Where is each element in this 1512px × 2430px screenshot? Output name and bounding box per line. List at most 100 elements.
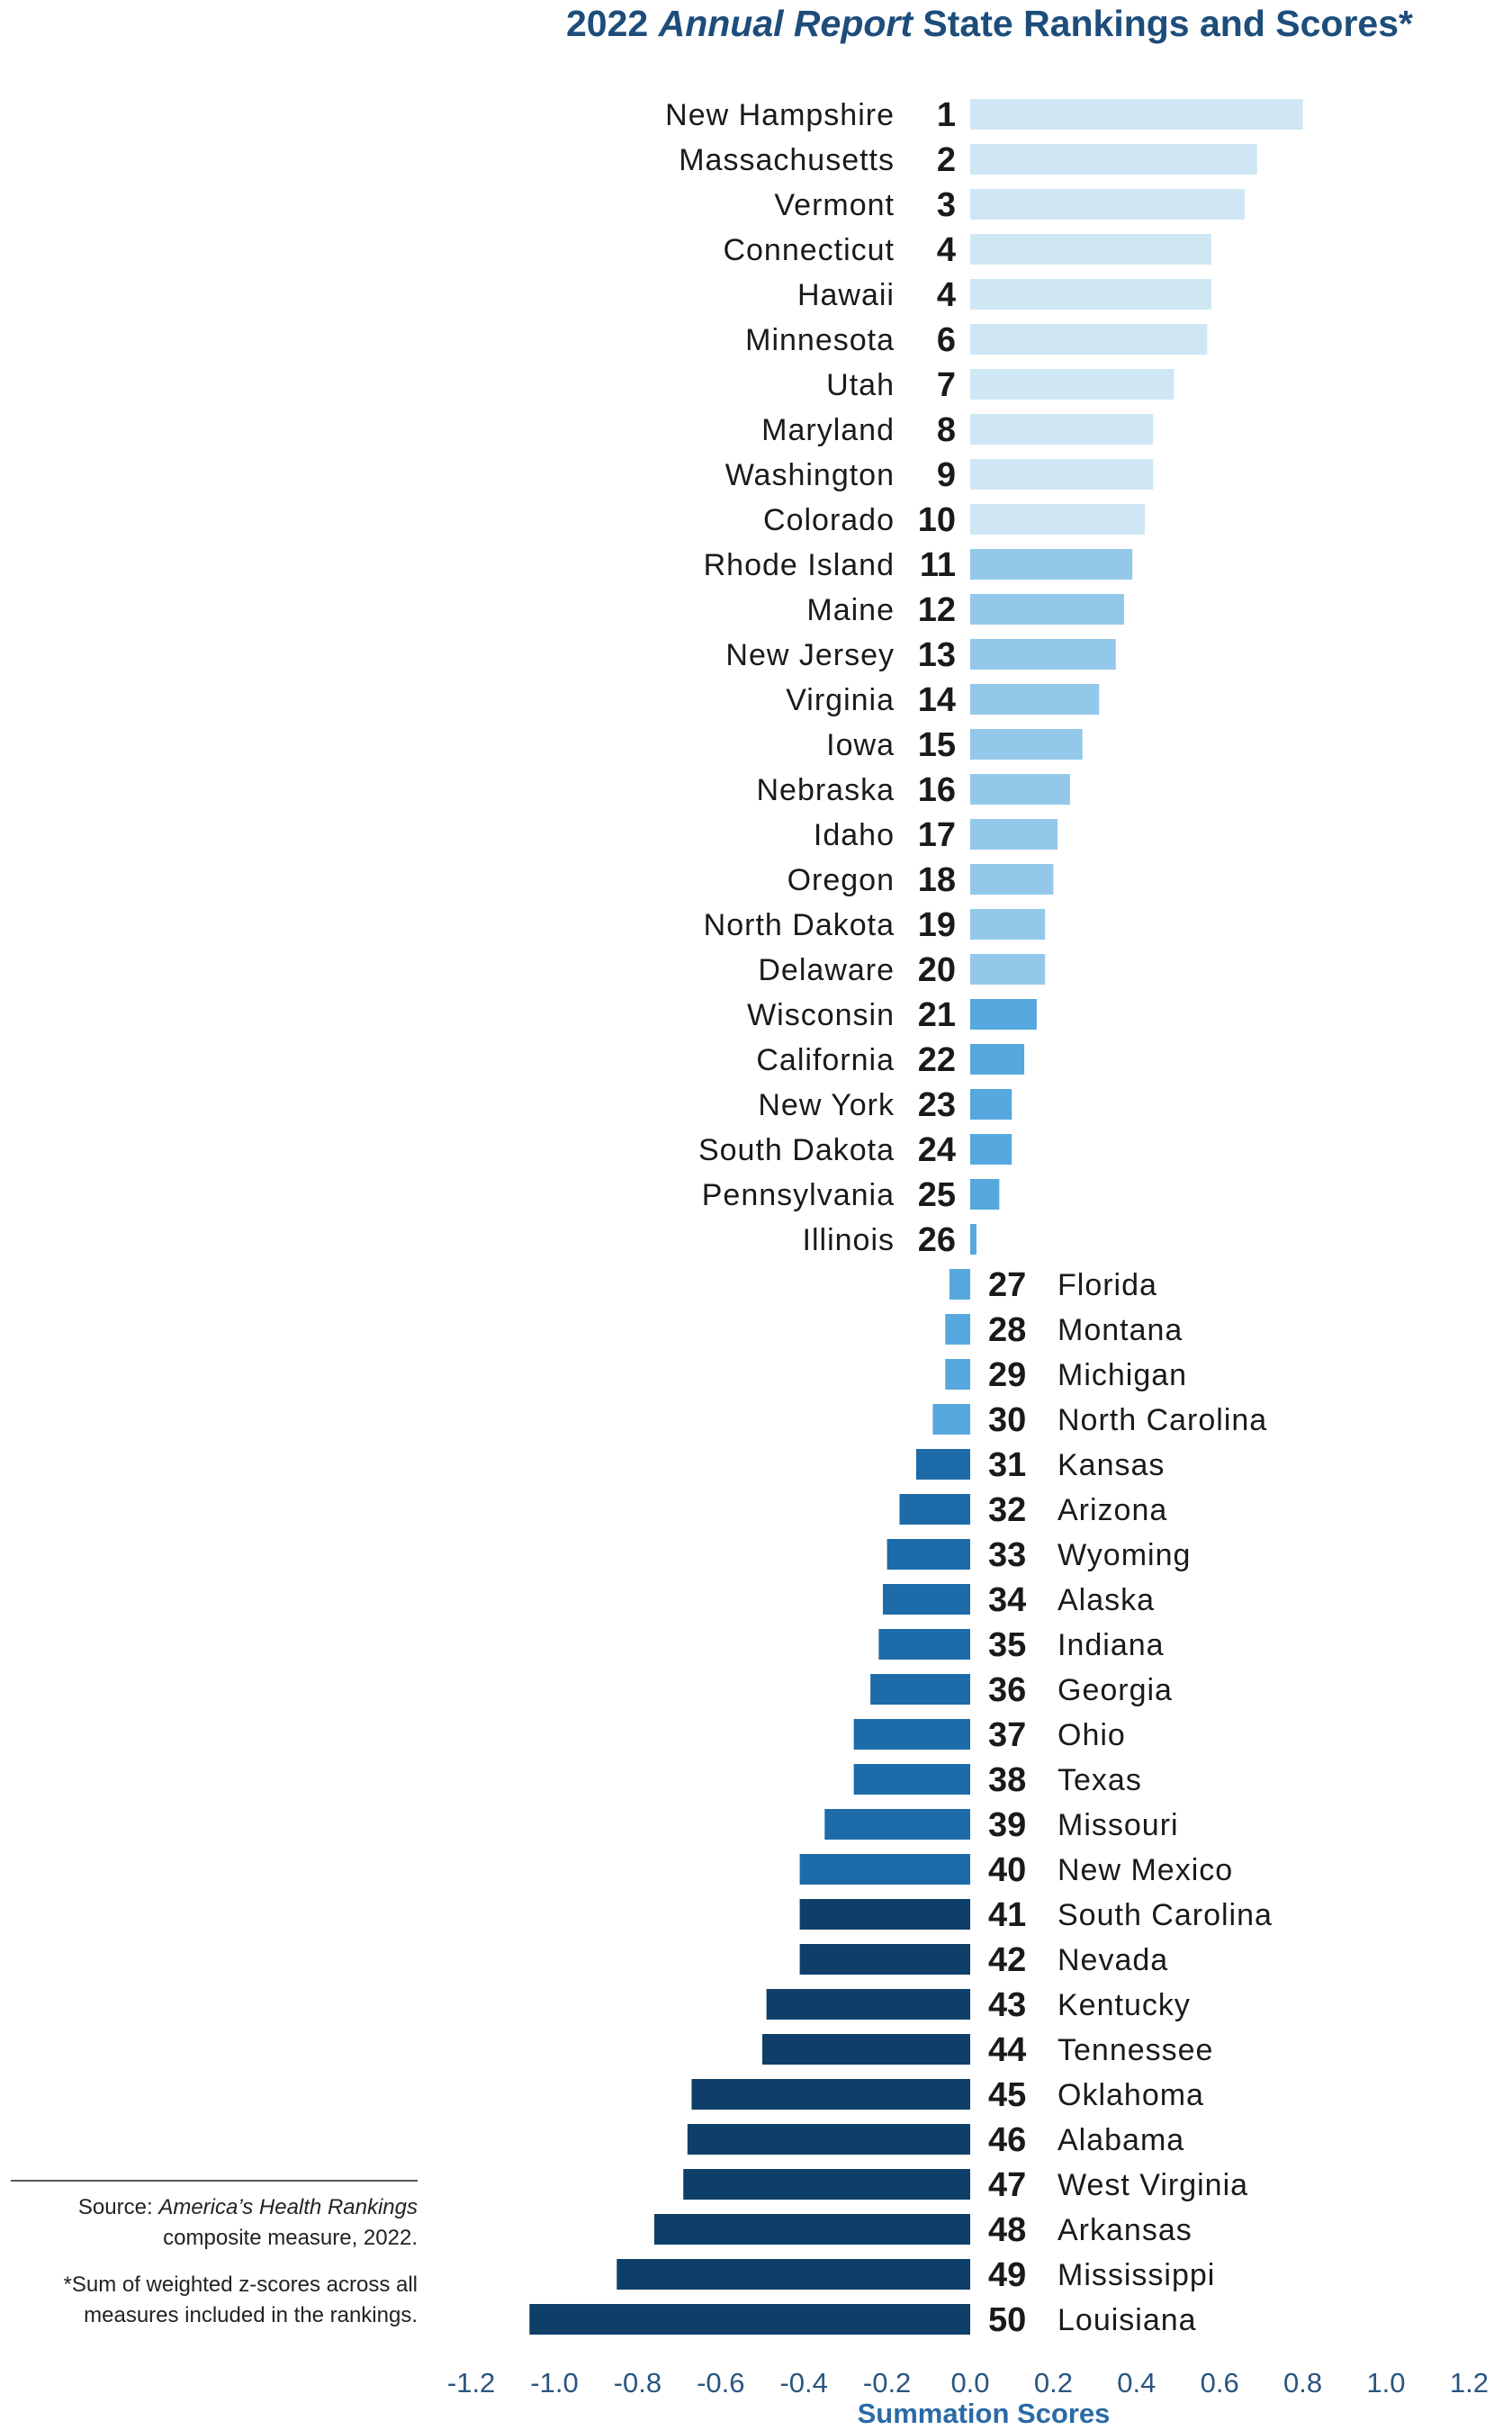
state-label: Iowa (826, 728, 895, 762)
bar-arizona (899, 1494, 970, 1525)
state-label: Louisiana (1058, 2303, 1197, 2337)
x-tick-label: 0.6 (1201, 2367, 1239, 2398)
state-label: Oklahoma (1058, 2078, 1204, 2112)
bar-delaware (970, 954, 1046, 985)
rank-label: 2 (937, 141, 956, 179)
bar-south-carolina (799, 1899, 970, 1930)
bar-washington (970, 459, 1154, 490)
state-label: Hawaii (797, 278, 895, 312)
rank-label: 43 (988, 1986, 1026, 2024)
rank-label: 12 (918, 591, 956, 629)
state-label: South Dakota (698, 1133, 895, 1167)
state-label: North Carolina (1058, 1403, 1267, 1437)
bar-oregon (970, 864, 1054, 895)
rank-label: 1 (937, 96, 956, 134)
rank-label: 31 (988, 1446, 1026, 1484)
state-label: Idaho (814, 818, 895, 852)
bar-north-carolina (932, 1404, 970, 1435)
bar-vermont (970, 189, 1245, 220)
rank-label: 21 (918, 996, 956, 1034)
bar-west-virginia (683, 2169, 970, 2200)
rank-label: 22 (918, 1041, 956, 1079)
state-label: Colorado (763, 503, 895, 537)
x-axis-label: Summation Scores (858, 2398, 1111, 2429)
state-label: Alaska (1058, 1583, 1155, 1617)
rank-label: 44 (988, 2031, 1026, 2069)
footnote: *Sum of weighted z-scores across all mea… (11, 2270, 418, 2331)
rank-label: 7 (937, 366, 956, 404)
state-label: Montana (1058, 1313, 1183, 1347)
x-tick-label: -0.2 (863, 2367, 911, 2398)
state-label: Connecticut (723, 233, 895, 267)
bar-new-york (970, 1089, 1012, 1120)
rank-label: 45 (988, 2076, 1026, 2114)
rank-label: 26 (918, 1221, 956, 1259)
source-note: Source: America’s Health Rankings compos… (11, 2192, 418, 2254)
bar-mississippi (616, 2259, 970, 2290)
rank-label: 25 (918, 1176, 956, 1214)
rank-label: 4 (937, 231, 956, 269)
bar-connecticut (970, 234, 1211, 265)
rank-label: 11 (920, 546, 956, 584)
x-tick-label: 0.0 (950, 2367, 989, 2398)
state-label: Wyoming (1058, 1538, 1191, 1572)
bar-north-dakota (970, 909, 1046, 940)
bar-new-hampshire (970, 99, 1303, 130)
bar-idaho (970, 819, 1058, 850)
bar-indiana (878, 1629, 970, 1660)
state-label: Arizona (1058, 1493, 1167, 1527)
x-tick-label: 0.4 (1117, 2367, 1156, 2398)
bar-kentucky (766, 1989, 970, 2020)
bar-montana (945, 1314, 970, 1345)
state-label: Georgia (1058, 1673, 1173, 1707)
x-tick-label: -0.4 (779, 2367, 827, 2398)
x-tick-label: -0.6 (697, 2367, 744, 2398)
bar-maryland (970, 414, 1154, 445)
rank-label: 46 (988, 2121, 1026, 2159)
state-label: West Virginia (1058, 2168, 1248, 2202)
bar-hawaii (970, 279, 1211, 310)
state-label: New Hampshire (665, 98, 895, 132)
state-label: New Mexico (1058, 1853, 1233, 1887)
state-label: South Carolina (1058, 1898, 1273, 1932)
labels-group: 1 New Hampshire 2 Massachusetts 3 Vermont 4 Con… (665, 96, 1273, 2339)
bars-group (529, 99, 1303, 2335)
footnote-line-2: measures included in the rankings. (84, 2303, 418, 2327)
state-label: Mississippi (1058, 2258, 1215, 2292)
state-label: Rhode Island (704, 548, 895, 582)
bar-new-jersey (970, 639, 1116, 670)
bar-wisconsin (970, 999, 1037, 1030)
x-axis-ticks: -1.2 -1.0 -0.8 -0.6 -0.4 -0.2 0.0 0.2 0.4 0.6 0.8 1… (447, 2367, 1489, 2398)
state-label: Illinois (803, 1223, 895, 1257)
bar-massachusetts (970, 144, 1257, 175)
state-label: Michigan (1058, 1358, 1187, 1392)
bar-michigan (945, 1359, 970, 1390)
bar-virginia (970, 684, 1100, 715)
state-label: Nevada (1058, 1943, 1168, 1977)
state-label: Virginia (786, 683, 895, 717)
rank-label: 4 (937, 276, 956, 314)
bar-colorado (970, 504, 1146, 535)
chart-title: 2022 Annual Report State Rankings and Sc… (566, 3, 1413, 44)
rank-label: 24 (918, 1131, 956, 1169)
bar-new-mexico (799, 1854, 970, 1885)
rank-label: 30 (988, 1401, 1026, 1439)
state-label: Massachusetts (679, 143, 895, 177)
rank-label: 13 (918, 636, 956, 674)
bar-alabama (687, 2124, 970, 2155)
state-label: Maine (806, 593, 895, 627)
state-label: Maryland (761, 413, 895, 447)
source-divider (11, 2180, 418, 2182)
state-label: Alabama (1058, 2123, 1184, 2157)
bar-nebraska (970, 774, 1070, 805)
bar-georgia (870, 1674, 970, 1705)
rank-label: 3 (937, 186, 956, 224)
rank-label: 40 (988, 1851, 1026, 1889)
bar-oklahoma (691, 2079, 970, 2110)
rank-label: 37 (988, 1716, 1026, 1754)
rank-label: 49 (988, 2256, 1026, 2294)
state-label: Nebraska (756, 773, 895, 807)
source-prefix: Source: (77, 2195, 159, 2219)
bar-utah (970, 369, 1174, 400)
